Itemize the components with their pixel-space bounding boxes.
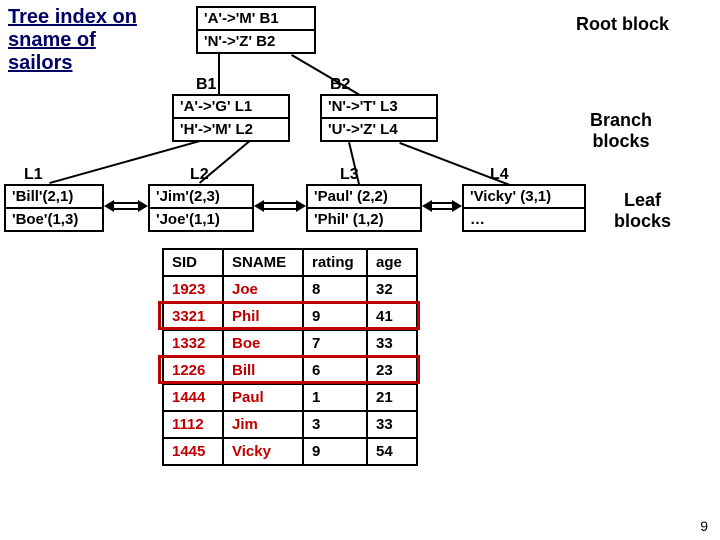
leaf-block: 'Jim'(2,3)'Joe'(1,1): [148, 184, 254, 232]
branch-row: 'H'->'M' L2: [174, 117, 288, 140]
leaf-section-label: Leaf blocks: [614, 190, 671, 232]
title-line: sailors: [8, 52, 72, 74]
leaf-row: 'Phil' (1,2): [308, 207, 420, 230]
table-row: 1332Boe733: [163, 330, 417, 357]
table-cell: 32: [367, 276, 417, 303]
table-cell: 33: [367, 330, 417, 357]
table-cell: 41: [367, 303, 417, 330]
root-block: 'A'->'M' B1'N'->'Z' B2: [196, 6, 316, 54]
branch-row: 'U'->'Z' L4: [322, 117, 436, 140]
connector-line: [291, 54, 360, 96]
table-cell: Boe: [223, 330, 303, 357]
table-header: age: [367, 249, 417, 276]
leaf-block: 'Vicky' (3,1)…: [462, 184, 586, 232]
sibling-arrow: [422, 200, 462, 212]
table-cell: 21: [367, 384, 417, 411]
leaf-row: 'Joe'(1,1): [150, 207, 252, 230]
leaf-label: L1: [24, 166, 43, 184]
root-row: 'A'->'M' B1: [198, 8, 314, 29]
connector-line: [218, 54, 220, 94]
slide-number: 9: [700, 518, 708, 534]
branch-row: 'N'->'T' L3: [322, 96, 436, 117]
sibling-arrow: [254, 200, 306, 212]
branch-block: 'A'->'G' L1'H'->'M' L2: [172, 94, 290, 142]
table-row: 1444Paul121: [163, 384, 417, 411]
branch-label: B1: [196, 76, 216, 94]
table-cell: Vicky: [223, 438, 303, 465]
table-header: SNAME: [223, 249, 303, 276]
table-cell: 1: [303, 384, 367, 411]
table-cell: Phil: [223, 303, 303, 330]
table-cell: 9: [303, 438, 367, 465]
table-cell: 1445: [163, 438, 223, 465]
leaf-row: 'Vicky' (3,1): [464, 186, 584, 207]
connector-line: [199, 140, 250, 184]
table-row: 1923Joe832: [163, 276, 417, 303]
leaf-block: 'Paul' (2,2)'Phil' (1,2): [306, 184, 422, 232]
table-cell: 8: [303, 276, 367, 303]
leaf-row: 'Boe'(1,3): [6, 207, 102, 230]
root-row: 'N'->'Z' B2: [198, 29, 314, 52]
table-cell: 1112: [163, 411, 223, 438]
table-row: 1445Vicky954: [163, 438, 417, 465]
sibling-arrow: [104, 200, 148, 212]
diagram-title: Tree index on sname of sailors: [8, 6, 137, 75]
leaf-row: 'Paul' (2,2): [308, 186, 420, 207]
leaf-row: 'Bill'(2,1): [6, 186, 102, 207]
table-cell: 9: [303, 303, 367, 330]
leaf-block: 'Bill'(2,1)'Boe'(1,3): [4, 184, 104, 232]
table-cell: 1226: [163, 357, 223, 384]
table-cell: Jim: [223, 411, 303, 438]
branch-row: 'A'->'G' L1: [174, 96, 288, 117]
table-cell: 6: [303, 357, 367, 384]
connector-line: [49, 140, 200, 184]
table-header: rating: [303, 249, 367, 276]
title-line: Tree index on: [8, 6, 137, 28]
sailors-table: SIDSNAMEratingage1923Joe8323321Phil94113…: [162, 248, 418, 466]
table-cell: 1923: [163, 276, 223, 303]
branch-block: 'N'->'T' L3'U'->'Z' L4: [320, 94, 438, 142]
table-cell: 1332: [163, 330, 223, 357]
connector-line: [399, 142, 510, 186]
table-cell: 33: [367, 411, 417, 438]
table-row: 1226Bill623: [163, 357, 417, 384]
table-cell: 3321: [163, 303, 223, 330]
leaf-row: 'Jim'(2,3): [150, 186, 252, 207]
title-line: sname of: [8, 29, 96, 51]
leaf-row: …: [464, 207, 584, 230]
branch-section-label: Branch blocks: [590, 110, 652, 152]
table-cell: 1444: [163, 384, 223, 411]
table-cell: 7: [303, 330, 367, 357]
table-cell: 3: [303, 411, 367, 438]
table-cell: Bill: [223, 357, 303, 384]
table-row: 1112Jim333: [163, 411, 417, 438]
table-row: 3321Phil941: [163, 303, 417, 330]
table-header: SID: [163, 249, 223, 276]
root-section-label: Root block: [576, 14, 669, 35]
table-cell: 54: [367, 438, 417, 465]
table-cell: 23: [367, 357, 417, 384]
table-cell: Joe: [223, 276, 303, 303]
table-cell: Paul: [223, 384, 303, 411]
